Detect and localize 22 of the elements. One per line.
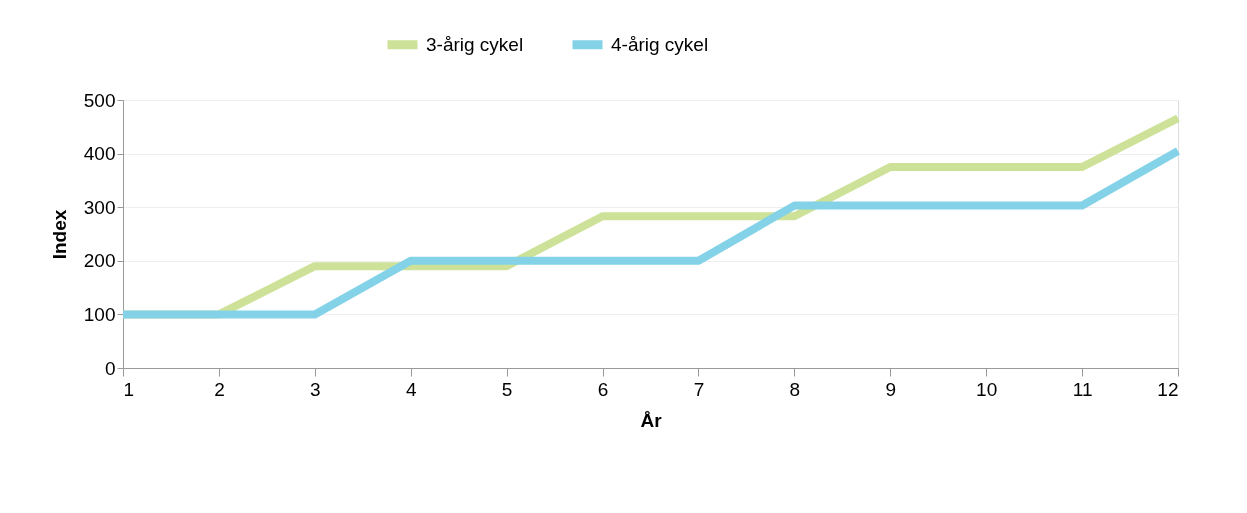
y-tick-label: 100 (83, 303, 116, 325)
x-tick-label: 12 (1157, 378, 1179, 400)
y-axis-title: Index (48, 209, 70, 260)
y-tick-label: 500 (83, 89, 116, 111)
x-tick-label: 1 (123, 378, 135, 400)
x-tick-label: 3 (310, 378, 321, 400)
x-tick-label: 7 (693, 378, 705, 400)
x-tick-label: 2 (214, 378, 225, 400)
y-tick-label: 0 (104, 357, 116, 379)
x-tick-label: 11 (1072, 378, 1093, 400)
y-tick-label: 400 (83, 143, 116, 165)
x-tick-label: 5 (501, 378, 513, 400)
y-tick-label: 200 (83, 250, 116, 272)
legend-label: 3-årig cykel (426, 33, 524, 55)
x-tick-label: 6 (597, 378, 609, 400)
y-tick-label: 300 (83, 196, 116, 218)
x-axis-title: År (640, 409, 663, 431)
x-tick-label: 9 (885, 378, 897, 400)
x-tick-label: 4 (405, 378, 417, 400)
x-tick-label: 8 (789, 378, 801, 400)
x-tick-label: 10 (976, 378, 998, 400)
legend-label: 4-årig cykel (611, 33, 709, 55)
